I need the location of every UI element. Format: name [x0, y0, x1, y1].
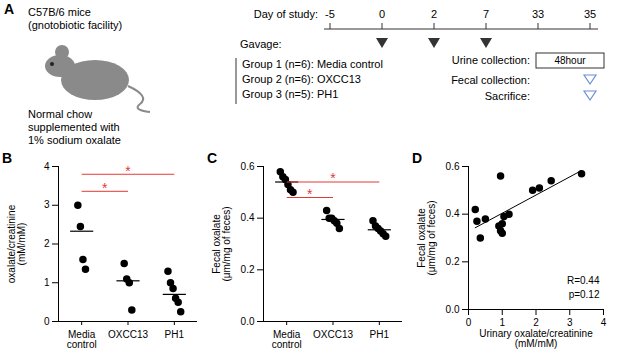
svg-text:2: 2	[431, 8, 437, 20]
svg-text:0.2: 0.2	[241, 264, 255, 275]
svg-text:7: 7	[483, 8, 489, 20]
svg-text:Mediacontrol: Mediacontrol	[272, 329, 302, 350]
html-text:C: C	[207, 150, 218, 166]
svg-text:*: *	[102, 180, 108, 196]
svg-text:C57B/6 mice: C57B/6 mice	[28, 6, 91, 18]
svg-text:Gavage:: Gavage:	[240, 38, 282, 50]
svg-text:oxalate/creatinine(mM/mM): oxalate/creatinine(mM/mM)	[6, 204, 27, 283]
svg-text:p=0.12: p=0.12	[569, 289, 600, 300]
svg-text:Urine collection:: Urine collection:	[452, 54, 530, 66]
svg-text:*: *	[330, 170, 336, 186]
svg-text:Group 2 (n=6): OXCC13: Group 2 (n=6): OXCC13	[242, 73, 361, 85]
svg-text:1: 1	[499, 317, 505, 328]
svg-text:Fecal oxalate(μm/mg of feces): Fecal oxalate(μm/mg of feces)	[211, 206, 232, 281]
svg-text:Day of study:: Day of study:	[254, 8, 318, 20]
svg-text:1: 1	[44, 277, 50, 288]
svg-text:4: 4	[44, 161, 50, 172]
svg-text:0: 0	[379, 8, 385, 20]
svg-text:33: 33	[532, 8, 544, 20]
svg-text:supplemented with: supplemented with	[28, 121, 120, 133]
svg-text:0.0: 0.0	[241, 316, 255, 327]
svg-text:*: *	[307, 186, 313, 202]
svg-text:0: 0	[466, 317, 472, 328]
svg-text:Sacrifice:: Sacrifice:	[485, 90, 530, 102]
svg-text:3: 3	[567, 317, 573, 328]
svg-text:4: 4	[601, 317, 607, 328]
svg-text:-5: -5	[325, 8, 335, 20]
svg-text:Mediacontrol: Mediacontrol	[67, 329, 97, 350]
svg-text:2: 2	[533, 317, 539, 328]
svg-text:0.4: 0.4	[241, 212, 255, 223]
svg-text:Fecal collection:: Fecal collection:	[451, 74, 530, 86]
svg-text:0.4: 0.4	[446, 208, 460, 219]
svg-text:0: 0	[44, 316, 50, 327]
svg-text:(gnotobiotic facility): (gnotobiotic facility)	[28, 19, 122, 31]
html-text:B: B	[2, 150, 13, 166]
svg-text:Fecal oxalate(μm/mg of feces): Fecal oxalate(μm/mg of feces)	[416, 200, 437, 275]
svg-text:PH1: PH1	[165, 329, 185, 340]
svg-text:3: 3	[44, 199, 50, 210]
svg-text:Normal chow: Normal chow	[28, 108, 92, 120]
svg-text:Group 1 (n=6): Media control: Group 1 (n=6): Media control	[242, 58, 383, 70]
html-text:D: D	[412, 150, 423, 166]
svg-text:R=0.44: R=0.44	[567, 275, 600, 286]
svg-text:Urinary oxalate/creatinine(mM/: Urinary oxalate/creatinine(mM/mM)	[479, 328, 593, 349]
svg-text:PH1: PH1	[370, 329, 390, 340]
svg-text:A: A	[4, 1, 14, 17]
svg-text:0.0: 0.0	[446, 304, 460, 315]
svg-text:*: *	[125, 163, 131, 179]
svg-text:2: 2	[44, 238, 50, 249]
svg-text:OXCC13: OXCC13	[313, 329, 353, 340]
svg-text:1% sodium oxalate: 1% sodium oxalate	[28, 134, 121, 146]
svg-text:OXCC13: OXCC13	[108, 329, 148, 340]
svg-text:0.2: 0.2	[446, 256, 460, 267]
svg-text:35: 35	[584, 8, 596, 20]
svg-text:0.6: 0.6	[241, 161, 255, 172]
svg-text:Group 3 (n=5): PH1: Group 3 (n=5): PH1	[242, 88, 338, 100]
svg-text:0.6: 0.6	[446, 161, 460, 172]
svg-text:48hour: 48hour	[554, 55, 586, 66]
